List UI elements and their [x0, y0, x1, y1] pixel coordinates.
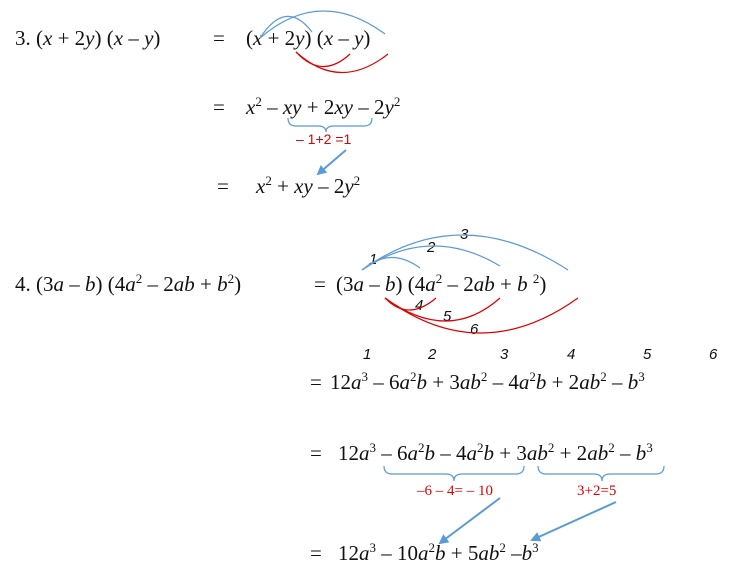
- problem-4-note-right: 3+2=5: [577, 483, 617, 499]
- problem-4-lhs: (3a – b) (4a2 – 2ab + b2): [36, 271, 242, 296]
- problem-3-step-1: (x + 2y) (x – y): [246, 26, 371, 50]
- p3-red-arc-outer: [295, 51, 389, 74]
- arc-label-5: 5: [443, 308, 452, 325]
- arc-label-3: 3: [460, 226, 469, 243]
- problem-3-coefficient-note: – 1+2 =1: [296, 131, 352, 147]
- arc-label-1: 1: [369, 251, 378, 268]
- term-label-2: 2: [428, 346, 437, 363]
- problem-3-number: 3.: [15, 26, 31, 50]
- arc-label-6: 6: [470, 321, 479, 338]
- equals-sign: =: [310, 370, 322, 394]
- term-label-6: 6: [709, 346, 718, 363]
- problem-3-step-3: x2 + xy – 2y2: [256, 173, 361, 198]
- p3-red-arc-inner: [295, 51, 351, 68]
- problem-4-step-4: 12a3 – 10a2b + 5ab2 –b3: [338, 540, 539, 565]
- term-label-3: 3: [500, 346, 509, 363]
- equals-sign: =: [310, 541, 322, 565]
- term-label-4: 4: [567, 346, 576, 363]
- p4-red-arc-6: [384, 297, 579, 334]
- arc-label-4: 4: [415, 297, 424, 314]
- p4-arrow-right: [530, 501, 617, 542]
- problem-3-step-2: x2 – xy + 2xy – 2y2: [246, 94, 401, 119]
- problem-3-lhs: (x + 2y) (x – y): [36, 26, 161, 50]
- problem-4-number: 4.: [15, 272, 31, 296]
- equals-sign: =: [314, 272, 326, 296]
- term-label-5: 5: [643, 346, 652, 363]
- arc-label-2: 2: [427, 239, 436, 256]
- equals-sign: =: [213, 95, 225, 119]
- problem-4-line-1: 4. (3a – b) (4a2 – 2ab + b2): [15, 271, 242, 296]
- p3-brace: [287, 117, 373, 133]
- p4-brace-left: [383, 465, 525, 482]
- problem-4-step-2: 12a3 – 6a2b + 3ab2 – 4a2b + 2ab2 – b3: [330, 369, 645, 394]
- problem-4-note-left: –6 – 4= – 10: [417, 483, 493, 499]
- problem-3-line-1: 3. (x + 2y) (x – y): [15, 28, 160, 49]
- problem-4-step-1: (3a – b) (4a2 – 2ab + b 2): [336, 271, 547, 296]
- problem-4-step-3: 12a3 – 6a2b – 4a2b + 3ab2 + 2ab2 – b3: [338, 440, 653, 465]
- p4-brace-right: [537, 465, 665, 482]
- p4-red-arc-4: [384, 297, 437, 311]
- equals-sign: =: [310, 441, 322, 465]
- term-label-1: 1: [363, 346, 372, 363]
- equals-sign: =: [213, 26, 225, 50]
- p3-arrow: [316, 149, 347, 176]
- equals-sign: =: [217, 174, 229, 198]
- p4-arrow-left: [438, 497, 501, 545]
